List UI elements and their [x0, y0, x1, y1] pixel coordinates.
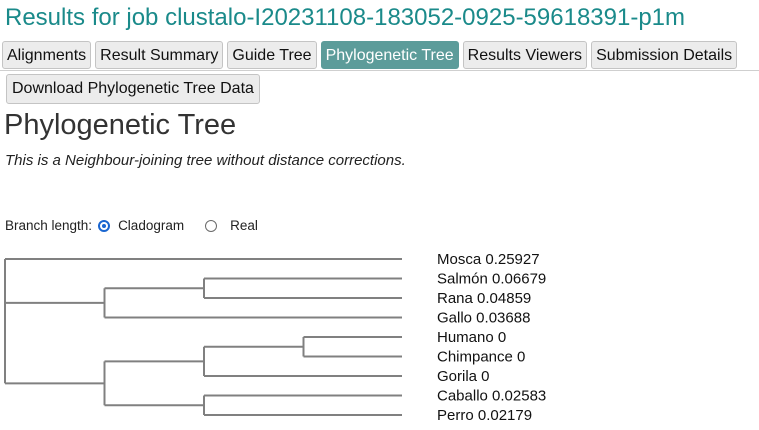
tab-phylogenetic-tree[interactable]: Phylogenetic Tree [320, 41, 459, 69]
tree-leaf-label: Chimpance 0 [437, 349, 525, 366]
real-label[interactable]: Real [230, 218, 258, 233]
tab-guide-tree[interactable]: Guide Tree [227, 41, 317, 69]
tree-leaf-label: Mosca 0.25927 [437, 251, 540, 268]
tab-result-summary[interactable]: Result Summary [95, 41, 224, 69]
tree-leaf-label: Salmón 0.06679 [437, 271, 546, 288]
results-tab-bar: Alignments Result Summary Guide Tree Phy… [2, 41, 738, 69]
tree-leaf-label: Caballo 0.02583 [437, 388, 546, 405]
tree-leaf-label: Rana 0.04859 [437, 290, 531, 307]
tree-description: This is a Neighbour-joining tree without… [5, 152, 406, 169]
tree-branches [4, 258, 402, 416]
tree-leaf-label: Gorila 0 [437, 368, 490, 385]
tab-alignments[interactable]: Alignments [2, 41, 92, 69]
job-results-title: Results for job clustalo-I20231108-18305… [5, 4, 686, 31]
real-radio[interactable] [205, 219, 218, 232]
branch-length-label: Branch length: [5, 218, 93, 233]
tab-divider [0, 70, 759, 71]
tree-leaf-label: Gallo 0.03688 [437, 310, 530, 327]
phylogenetic-tree: Mosca 0.25927 Salmón 0.06679 Rana 0.04859 G… [4, 251, 546, 424]
branch-length-selector: Branch length: Cladogram Real [5, 218, 258, 233]
tree-leaf-label: Perro 0.02179 [437, 407, 532, 424]
tab-results-viewers[interactable]: Results Viewers [462, 41, 588, 69]
section-heading: Phylogenetic Tree [4, 109, 237, 141]
tree-leaf-labels: Mosca 0.25927 Salmón 0.06679 Rana 0.04859 G… [437, 251, 546, 424]
cladogram-radio[interactable] [98, 219, 111, 232]
download-tree-data-button[interactable]: Download Phylogenetic Tree Data [6, 74, 260, 104]
tree-leaf-label: Humano 0 [437, 329, 506, 346]
tab-submission-details[interactable]: Submission Details [591, 41, 738, 69]
cladogram-label[interactable]: Cladogram [118, 218, 185, 233]
